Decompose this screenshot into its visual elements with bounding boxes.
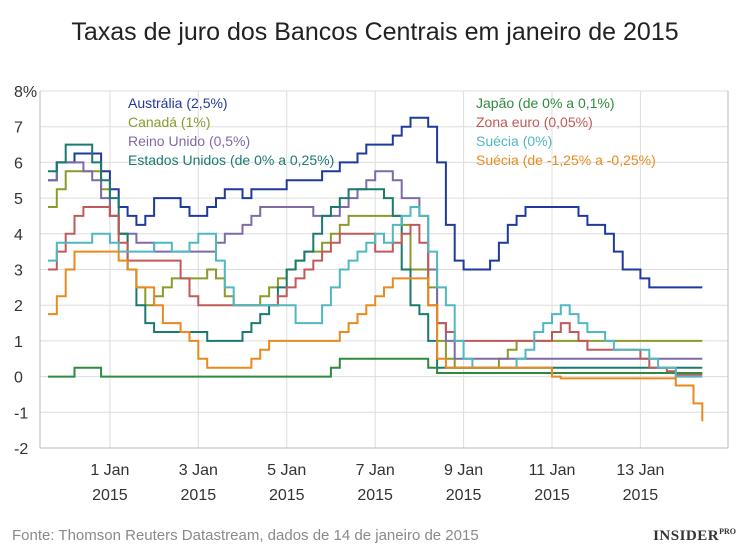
y-tick-label: 0	[14, 370, 23, 387]
y-tick-label: -2	[14, 441, 28, 458]
insider-pro-logo: INSIDERPRO	[653, 527, 736, 544]
y-tick-label: 2	[14, 298, 23, 315]
series-line-5	[48, 206, 703, 376]
x-tick-year-label: 2015	[357, 487, 393, 504]
x-tick-year-label: 2015	[446, 487, 482, 504]
legend-entry-0: Austrália (2,5%)	[128, 95, 228, 111]
chart-title: Taxas de juro dos Bancos Centrais em jan…	[71, 18, 679, 46]
x-tick-label: 11 Jan	[529, 462, 576, 479]
y-tick-label: 3	[14, 263, 23, 280]
x-tick-label: 9 Jan	[444, 462, 483, 479]
legend-entry-6: Suécia (0%)	[476, 133, 552, 149]
legend-entry-1: Canadá (1%)	[128, 114, 211, 130]
x-tick-label: 1 Jan	[90, 462, 129, 479]
y-tick-label: 1	[14, 334, 23, 351]
x-tick-label: 5 Jan	[267, 462, 306, 479]
x-tick-label: 3 Jan	[179, 462, 218, 479]
x-tick-label: 7 Jan	[356, 462, 395, 479]
x-tick-year-label: 2015	[623, 487, 659, 504]
y-tick-label: -1	[14, 405, 28, 422]
legend-entry-4: Japão (de 0% a 0,1%)	[476, 95, 615, 111]
x-tick-year-label: 2015	[92, 487, 128, 504]
series-line-7	[48, 250, 704, 422]
legend-entry-2: Reino Unido (0,5%)	[128, 133, 250, 149]
x-tick-label: 13 Jan	[616, 462, 664, 479]
x-tick-year-label: 2015	[269, 487, 305, 504]
legend-entry-3: Estados Unidos (de 0% a 0,25%)	[128, 152, 334, 168]
x-tick-year-label: 2015	[534, 487, 570, 504]
x-tick-year-label: 2015	[181, 487, 217, 504]
series-line-4	[48, 357, 703, 378]
series-line-0	[48, 116, 703, 289]
y-tick-label: 5	[14, 191, 23, 208]
y-tick-label: 6	[14, 155, 23, 172]
y-tick-label: 8%	[14, 84, 37, 101]
series-line-6	[48, 206, 703, 378]
y-tick-label: 4	[14, 227, 23, 244]
source-note: Fonte: Thomson Reuters Datastream, dados…	[12, 527, 479, 544]
legend-entry-5: Zona euro (0,05%)	[476, 114, 593, 130]
legend-entry-7: Suécia (de -1,25% a -0,25%)	[476, 152, 656, 168]
y-tick-label: 7	[14, 120, 23, 137]
